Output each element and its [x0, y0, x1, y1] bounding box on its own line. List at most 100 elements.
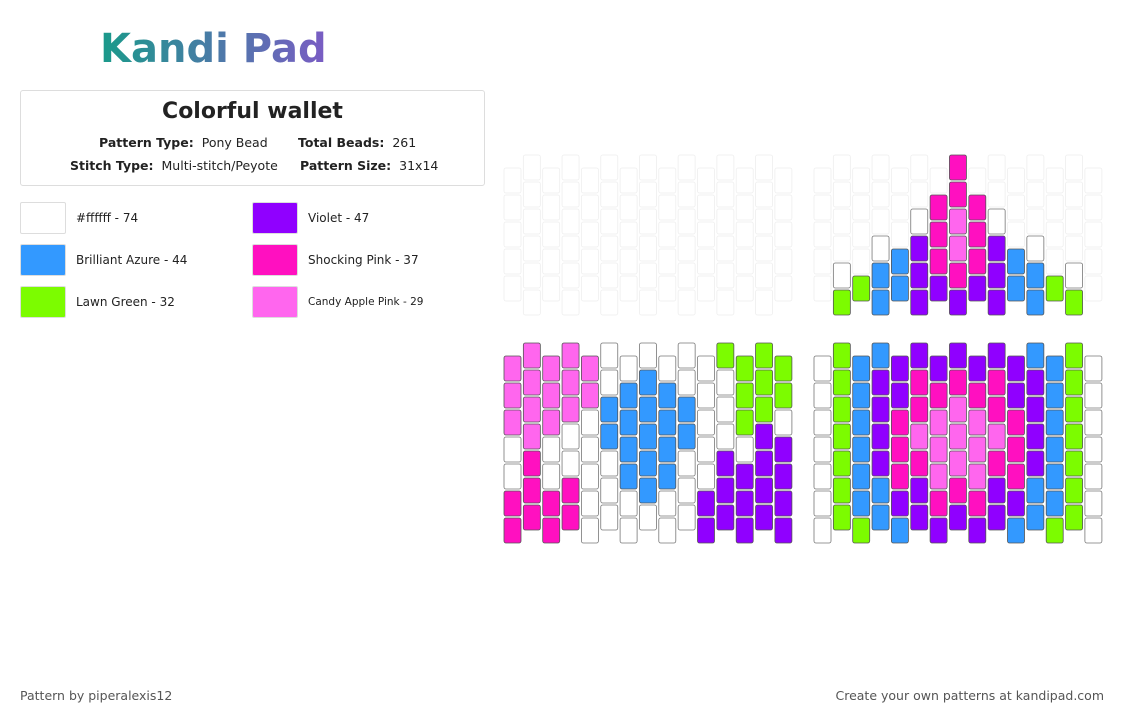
bead — [891, 194, 909, 221]
bead — [852, 517, 871, 544]
bead — [697, 167, 715, 194]
bead — [949, 235, 967, 262]
bead — [716, 450, 735, 477]
logo[interactable]: Kandi Pad — [100, 26, 327, 72]
bead — [658, 382, 677, 409]
legend-label: #ffffff - 74 — [76, 211, 139, 225]
footer-link[interactable]: Create your own patterns at kandipad.com — [835, 688, 1104, 703]
bead — [929, 517, 948, 544]
legend-item: Shocking Pink - 37 — [252, 244, 419, 276]
bead — [813, 355, 832, 382]
bead — [677, 181, 696, 208]
bead — [697, 275, 715, 302]
bead — [949, 504, 967, 531]
bead — [755, 423, 773, 450]
bead — [774, 275, 793, 302]
bead — [735, 436, 754, 463]
bead — [871, 369, 890, 396]
bead — [677, 208, 696, 235]
bead — [1007, 382, 1025, 409]
bead — [716, 504, 735, 531]
bead — [677, 235, 696, 262]
bead — [929, 436, 948, 463]
bead — [1007, 490, 1025, 517]
bead — [968, 194, 987, 221]
bead — [716, 396, 735, 423]
bead — [561, 289, 580, 316]
bead — [697, 436, 715, 463]
bead — [600, 181, 619, 208]
bead — [774, 382, 793, 409]
bead — [1026, 342, 1045, 369]
bead — [813, 221, 832, 248]
bead — [619, 463, 638, 490]
bead — [619, 382, 638, 409]
bead — [1084, 194, 1103, 221]
color-swatch — [20, 286, 66, 318]
bead — [852, 194, 871, 221]
bead — [891, 436, 909, 463]
bead — [813, 194, 832, 221]
bead — [1045, 194, 1064, 221]
bead — [600, 208, 619, 235]
bead — [581, 409, 599, 436]
bead — [639, 477, 657, 504]
bead — [774, 463, 793, 490]
bead — [658, 167, 677, 194]
bead — [929, 221, 948, 248]
bead — [619, 436, 638, 463]
legend-label: Lawn Green - 32 — [76, 295, 175, 309]
bead — [1084, 490, 1103, 517]
bead — [600, 262, 619, 289]
bead — [755, 181, 773, 208]
info-card: Colorful wallet Pattern Type: Pony Bead T… — [20, 90, 485, 186]
bead — [600, 342, 619, 369]
bead — [503, 355, 522, 382]
bead — [813, 248, 832, 275]
bead — [1065, 235, 1083, 262]
bead — [832, 423, 851, 450]
bead — [1065, 208, 1083, 235]
bead — [1084, 463, 1103, 490]
bead — [852, 355, 871, 382]
bead — [522, 477, 541, 504]
bead — [619, 167, 638, 194]
bead — [910, 181, 929, 208]
bead — [561, 235, 580, 262]
bead — [639, 504, 657, 531]
bead — [561, 450, 580, 477]
bead — [1045, 382, 1064, 409]
bead — [677, 369, 696, 396]
bead — [581, 355, 599, 382]
bead — [658, 517, 677, 544]
bead — [949, 369, 967, 396]
bead — [677, 477, 696, 504]
bead — [677, 154, 696, 181]
bead — [832, 342, 851, 369]
bead — [832, 262, 851, 289]
bead — [697, 382, 715, 409]
bead — [1007, 221, 1025, 248]
bead — [658, 409, 677, 436]
bead — [949, 289, 967, 316]
bead — [658, 221, 677, 248]
bead — [503, 194, 522, 221]
bead — [1026, 477, 1045, 504]
legend-item: Violet - 47 — [252, 202, 369, 234]
bead — [1065, 262, 1083, 289]
bead — [755, 342, 773, 369]
bead — [619, 194, 638, 221]
bead — [619, 221, 638, 248]
bead — [987, 181, 1006, 208]
bead — [929, 409, 948, 436]
bead — [929, 167, 948, 194]
bead — [987, 235, 1006, 262]
bead — [1065, 477, 1083, 504]
bead — [677, 396, 696, 423]
bead — [677, 289, 696, 316]
bead — [871, 450, 890, 477]
bead — [522, 208, 541, 235]
color-swatch — [20, 202, 66, 234]
bead — [832, 235, 851, 262]
